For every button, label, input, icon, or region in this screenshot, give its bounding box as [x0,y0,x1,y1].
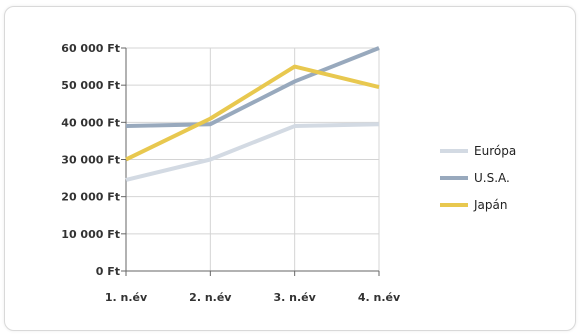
legend-label: U.S.A. [474,171,510,185]
y-tick-label: 50 000 Ft [61,79,120,92]
series-line-2 [125,64,380,162]
y-tick-label: 40 000 Ft [61,116,120,129]
legend: Európa U.S.A. Japán [440,144,516,212]
x-tick-label: 2. n.év [189,291,232,304]
x-tick-label: 1. n.év [105,291,148,304]
x-tick-label: 3. n.év [274,291,317,304]
grid [126,47,380,271]
chart-frame [4,6,576,331]
tick-labels: 0 Ft 10 000 Ft 20 000 Ft 30 000 Ft 40 000 Ft… [61,42,401,304]
x-tick-label: 4. n.év [358,291,401,304]
series-line-0 [125,122,380,182]
y-tick-label: 0 Ft [96,265,120,278]
y-tick-label: 60 000 Ft [61,42,120,55]
y-tick-label: 10 000 Ft [61,228,120,241]
y-tick-label: 20 000 Ft [61,191,120,204]
legend-label: Európa [474,144,516,158]
legend-label: Japán [473,198,507,212]
series-line-1 [125,46,380,129]
axes [121,47,380,276]
y-tick-label: 30 000 Ft [61,154,120,167]
series-lines [125,46,380,182]
